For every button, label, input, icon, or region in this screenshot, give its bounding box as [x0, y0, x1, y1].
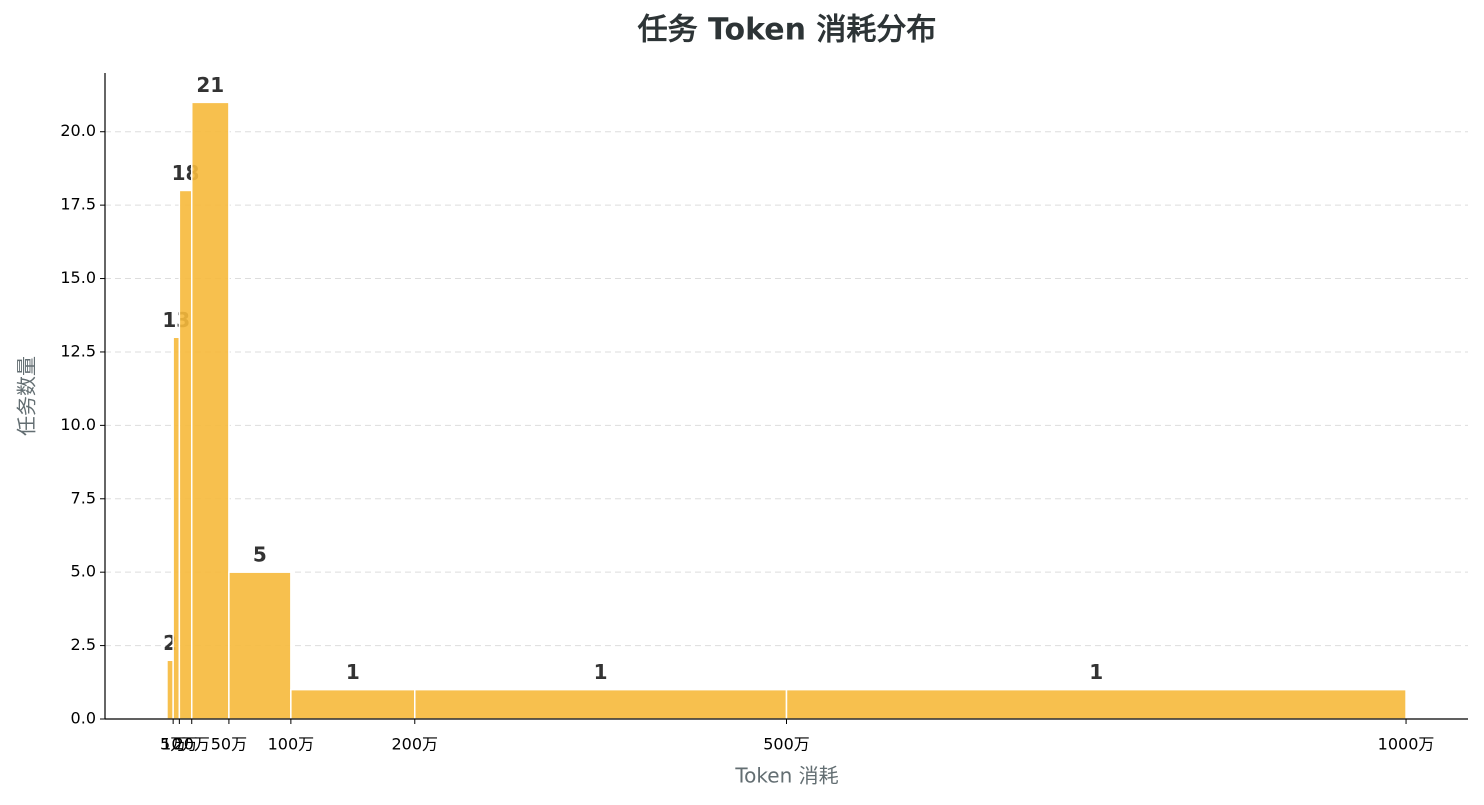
x-tick-label: 10万	[161, 735, 197, 754]
y-tick-label: 0.0	[71, 709, 96, 728]
bar	[414, 688, 788, 720]
bar	[785, 688, 1407, 720]
value-label: 5	[253, 543, 267, 567]
value-label: 21	[196, 73, 224, 97]
x-tick-label: 100万	[268, 735, 315, 754]
y-tick-label: 7.5	[71, 488, 96, 507]
y-tick-label: 15.0	[60, 268, 96, 287]
y-axis-label: 任务数量	[15, 356, 39, 436]
y-tick-label: 17.5	[60, 195, 96, 214]
y-tick-label: 5.0	[71, 562, 96, 581]
y-tick-label: 12.5	[60, 341, 96, 360]
x-axis-label: Token 消耗	[734, 764, 838, 788]
value-label: 1	[1089, 660, 1103, 684]
x-tick-label: 20万	[174, 735, 210, 754]
x-tick-label: 50万	[211, 735, 247, 754]
bar	[178, 189, 193, 720]
value-label: 1	[594, 660, 608, 684]
bar	[290, 688, 416, 720]
y-tick-label: 20.0	[60, 121, 96, 140]
bar	[166, 659, 174, 720]
y-tick-label: 10.0	[60, 415, 96, 434]
x-tick-label: 1000万	[1378, 735, 1435, 754]
x-tick-label: 5万	[160, 735, 186, 754]
x-tick-label: 500万	[763, 735, 810, 754]
bar	[172, 336, 181, 720]
bar	[190, 101, 230, 720]
value-label: 1	[346, 660, 360, 684]
chart-title: 任务 Token 消耗分布	[637, 13, 937, 48]
y-tick-label: 2.5	[71, 635, 96, 654]
x-tick-label: 200万	[391, 735, 438, 754]
bar	[228, 571, 292, 720]
